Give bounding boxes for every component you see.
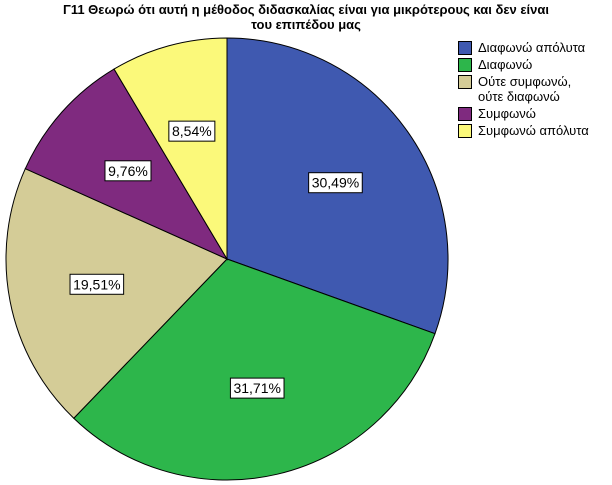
legend-label-1: Διαφωνώ απόλυτα <box>478 40 586 55</box>
legend-swatch-3 <box>458 75 472 89</box>
data-label-box-2 <box>229 377 285 399</box>
legend-item-2: Διαφωνώ <box>458 57 589 72</box>
data-label-3: 19,51% <box>69 273 125 295</box>
legend-label-2: Διαφωνώ <box>478 57 533 72</box>
legend-swatch-4 <box>458 107 472 121</box>
data-label-box-5 <box>168 120 216 142</box>
legend-label-4: Συμφωνώ <box>478 106 536 121</box>
legend-label-3: Ούτε συμφωνώ, ούτε διαφωνώ <box>478 74 572 104</box>
legend-item-3: Ούτε συμφωνώ, ούτε διαφωνώ <box>458 74 589 104</box>
legend-label-5: Συμφωνώ απόλυτα <box>478 123 589 138</box>
data-label-1: 30,49% <box>308 172 363 194</box>
data-label-text-2: 31,71% <box>233 380 280 396</box>
chart-title-text: Γ11 Θεωρώ ότι αυτή η μέθοδος διδασκαλίας… <box>63 2 549 32</box>
chart-legend: Διαφωνώ απόλυτα Διαφωνώ Ούτε συμφωνώ, ούτε… <box>458 40 589 140</box>
data-label-4: 9,76% <box>104 160 152 182</box>
legend-swatch-5 <box>458 124 472 138</box>
data-label-text-1: 30,49% <box>312 175 359 191</box>
legend-item-5: Συμφωνώ απόλυτα <box>458 123 589 138</box>
legend-swatch-1 <box>458 41 472 55</box>
legend-swatch-2 <box>458 58 472 72</box>
data-label-box-3 <box>69 273 125 295</box>
data-label-text-3: 19,51% <box>73 276 120 292</box>
data-label-box-4 <box>104 160 152 182</box>
data-label-text-5: 8,54% <box>172 123 212 139</box>
pie-slice-2 <box>73 258 436 481</box>
data-label-2: 31,71% <box>229 377 285 399</box>
pie-slice-5 <box>113 37 228 261</box>
data-label-5: 8,54% <box>168 120 216 142</box>
legend-item-4: Συμφωνώ <box>458 106 589 121</box>
legend-item-1: Διαφωνώ απόλυτα <box>458 40 589 55</box>
data-label-text-4: 9,76% <box>108 163 148 179</box>
chart-title: Γ11 Θεωρώ ότι αυτή η μέθοδος διδασκαλίας… <box>0 2 612 32</box>
data-label-box-1 <box>308 172 363 194</box>
